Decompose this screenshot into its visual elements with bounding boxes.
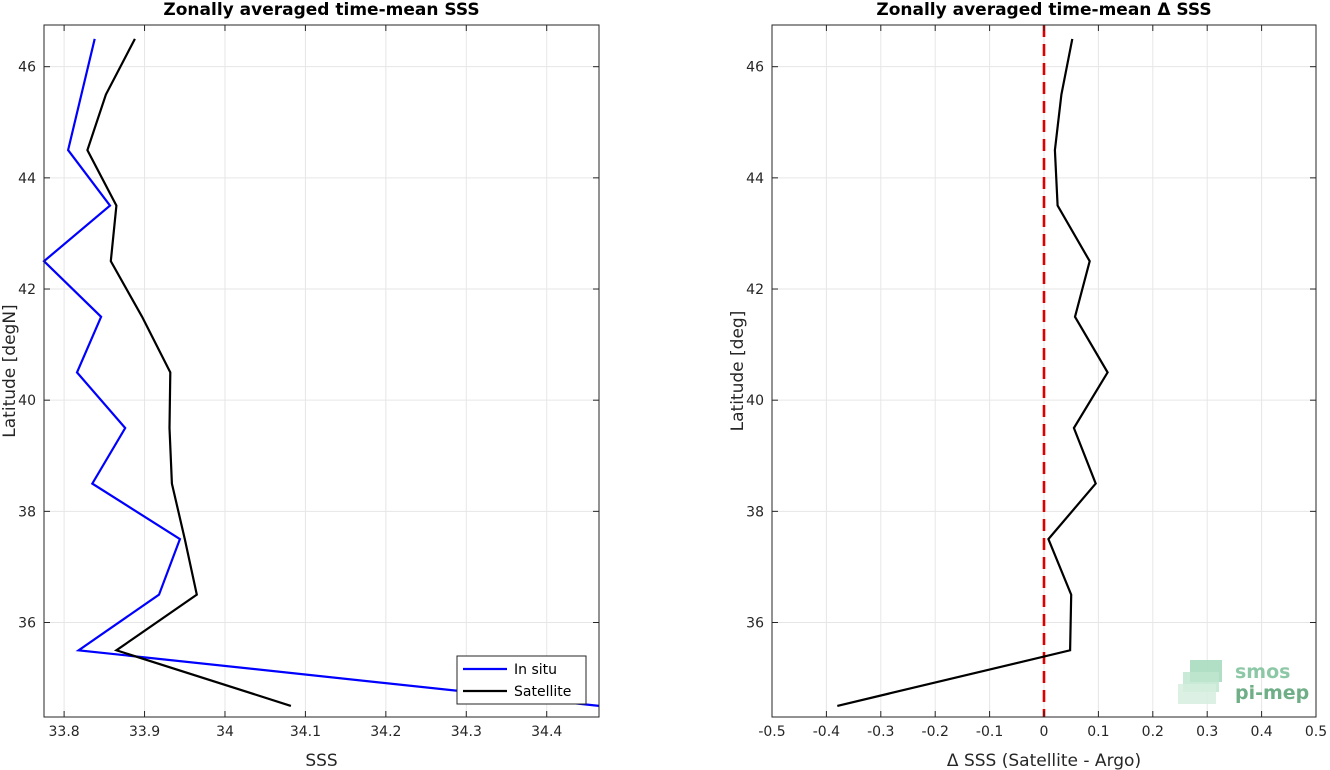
x-axis-label: Δ SSS (Satellite - Argo) bbox=[947, 751, 1141, 770]
sss-panel: 33.8 33.9 34 34.1 34.2 34.3 34.4 36 38 40 42 44 46 Zo… bbox=[0, 0, 600, 770]
axes-frame bbox=[43, 24, 600, 718]
series-line-delta-sss bbox=[837, 38, 1109, 707]
x-tick-label: -0.5 bbox=[758, 724, 785, 740]
chart-title: Zonally averaged time-mean Δ SSS bbox=[876, 0, 1211, 20]
y-tick-label: 40 bbox=[746, 393, 764, 409]
y-tick-label: 40 bbox=[18, 393, 36, 409]
y-tick-label: 42 bbox=[746, 282, 764, 298]
x-tick-label: 0.4 bbox=[1250, 724, 1272, 740]
y-tick-label: 44 bbox=[746, 171, 764, 187]
y-tick-label: 44 bbox=[18, 171, 36, 187]
smos-pi-mep-logo: smos pi-mep bbox=[1178, 660, 1309, 704]
x-tick-label: 34.1 bbox=[290, 724, 321, 740]
delta-sss-panel: -0.5 -0.4 -0.3 -0.2 -0.1 0 0.1 0.2 0.3 0.4 0.5 36 38… bbox=[728, 0, 1327, 770]
legend-label-in-situ: In situ bbox=[514, 662, 557, 678]
x-tick-label: 0.1 bbox=[1087, 724, 1109, 740]
series-line-in-situ bbox=[42, 38, 600, 707]
y-tick-label: 46 bbox=[746, 60, 764, 76]
legend-box bbox=[456, 655, 587, 705]
x-tick-label: -0.1 bbox=[976, 724, 1003, 740]
x-tick-label: 33.8 bbox=[49, 724, 80, 740]
y-axis-label: Latitude [degN] bbox=[0, 304, 20, 437]
legend: In situ Satellite bbox=[456, 655, 587, 705]
x-tick-label: 34.2 bbox=[370, 724, 401, 740]
x-tick-label: 34.4 bbox=[531, 724, 562, 740]
x-tick-label: -0.3 bbox=[867, 724, 894, 740]
y-tick-label: 36 bbox=[18, 616, 36, 632]
y-tick-label: 36 bbox=[746, 616, 764, 632]
logo-text-pi-mep: pi-mep bbox=[1235, 682, 1309, 704]
x-tick-label: 0 bbox=[1040, 724, 1049, 740]
x-tick-label: 0.5 bbox=[1305, 724, 1327, 740]
y-tick-label: 38 bbox=[746, 504, 764, 520]
legend-label-satellite: Satellite bbox=[514, 684, 571, 700]
logo-graphic bbox=[1178, 660, 1222, 704]
x-tick-label: 34 bbox=[216, 724, 234, 740]
x-tick-label: 0.3 bbox=[1196, 724, 1218, 740]
logo-text-smos: smos bbox=[1235, 661, 1290, 683]
chart-title: Zonally averaged time-mean SSS bbox=[163, 0, 479, 20]
y-tick-label: 42 bbox=[18, 282, 36, 298]
x-axis-label: SSS bbox=[305, 751, 337, 770]
x-tick-label: -0.2 bbox=[922, 724, 949, 740]
x-tick-label: 33.9 bbox=[129, 724, 160, 740]
y-axis-label: Latitude [deg] bbox=[728, 311, 748, 432]
x-tick-label: -0.4 bbox=[813, 724, 840, 740]
y-tick-label: 46 bbox=[18, 60, 36, 76]
x-tick-label: 0.2 bbox=[1142, 724, 1164, 740]
series-line-satellite bbox=[86, 38, 292, 707]
x-tick-label: 34.3 bbox=[451, 724, 482, 740]
y-tick-label: 38 bbox=[18, 504, 36, 520]
